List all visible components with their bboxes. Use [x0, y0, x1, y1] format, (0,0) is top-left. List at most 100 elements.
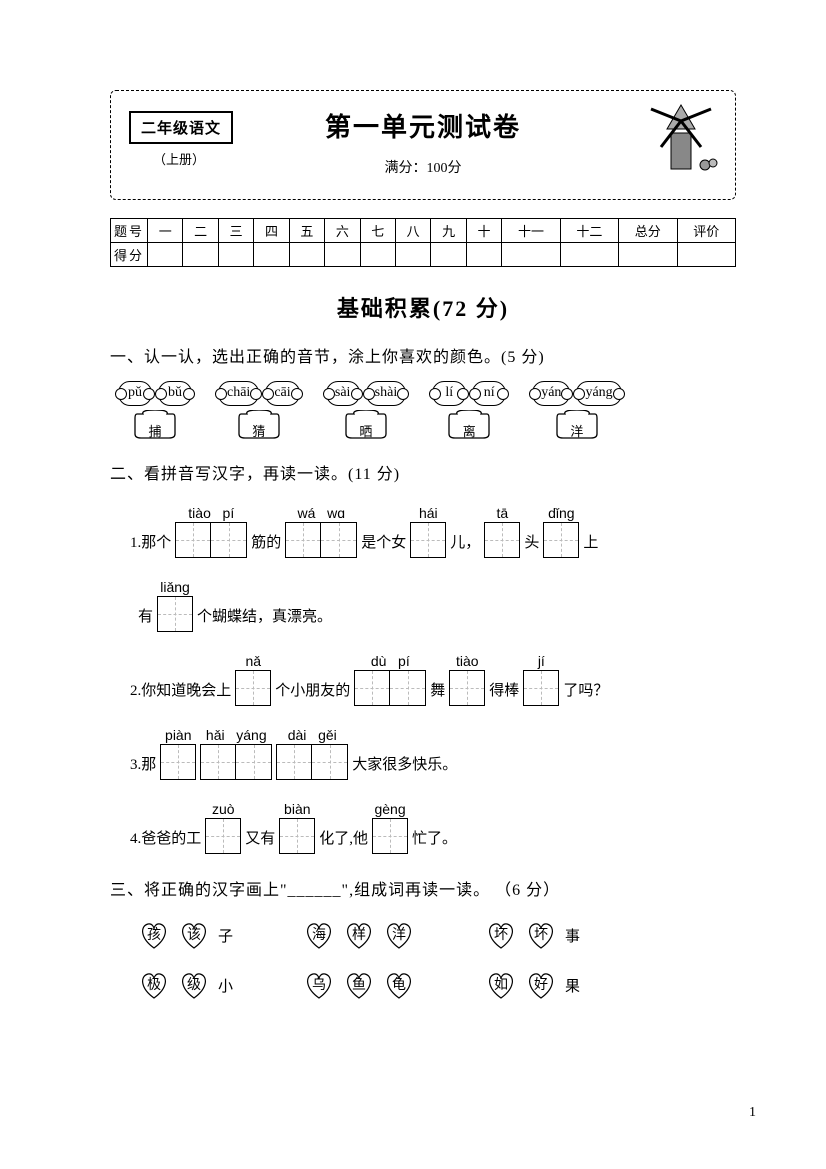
line-text: 1.那个: [110, 531, 171, 558]
char-jar-icon: 捕: [133, 410, 177, 440]
char-box: piàn: [160, 726, 196, 780]
pinyin-label: gèng: [374, 800, 405, 818]
table-row: 题号 一 二 三 四 五 六 七 八 九 十 十一 十二 总分 评价: [111, 219, 736, 243]
q1-group: líní离: [432, 381, 506, 440]
tian-box: [175, 522, 211, 558]
heart-option: 极: [138, 970, 170, 1000]
pinyin-label: tā: [496, 504, 508, 522]
heart-option: 乌: [303, 970, 335, 1000]
windmill-icon: [641, 99, 721, 179]
q3-group: 海样洋: [303, 920, 415, 950]
q2-line: 4.爸爸的工zuò又有biàn化了,他gèng忙了。: [110, 800, 736, 854]
col-head: 五: [289, 219, 324, 243]
line-text: 了吗？: [563, 679, 608, 706]
q2-head: 二、看拼音写汉字，再读一读。(11 分): [110, 460, 736, 484]
tian-box: [449, 670, 485, 706]
char-box: dǐng: [543, 504, 579, 558]
heart-option: 样: [343, 920, 375, 950]
q3-group: 如好果: [485, 970, 580, 1000]
q2-line: 3.那piànhǎi yángdài gěi大家很多快乐。: [110, 726, 736, 780]
col-head: 九: [431, 219, 466, 243]
line-text: 2.你知道晚会上: [110, 679, 231, 706]
col-head: 七: [360, 219, 395, 243]
line-text: 头: [524, 531, 539, 558]
heart-option: 龟: [383, 970, 415, 1000]
score-table: 题号 一 二 三 四 五 六 七 八 九 十 十一 十二 总分 评价 得分: [110, 218, 736, 267]
pinyin-cloud: cāi: [265, 381, 299, 406]
q1-group: pǔbǔ捕: [118, 381, 192, 440]
pinyin-cloud: sài: [326, 381, 360, 406]
q3-head: 三、将正确的汉字画上"______",组成词再读一读。 （6 分）: [110, 876, 736, 900]
char-jar-icon: 晒: [344, 410, 388, 440]
line-text: 儿，: [450, 531, 480, 558]
tian-box: [484, 522, 520, 558]
q1-group: chāicāi猜: [218, 381, 300, 440]
col-head: 二: [183, 219, 218, 243]
col-head: 十一: [502, 219, 560, 243]
table-row: 得分: [111, 243, 736, 267]
line-text: 忙了。: [412, 827, 457, 854]
tian-box: [235, 670, 271, 706]
pinyin-cloud: chāi: [218, 381, 259, 406]
tian-box: [160, 744, 196, 780]
col-head: 八: [395, 219, 430, 243]
tail-char: 事: [565, 925, 580, 946]
pinyin-cloud: yán: [532, 381, 570, 406]
col-head: 十: [466, 219, 501, 243]
col-head: 总分: [619, 219, 677, 243]
char-box: dù pí: [354, 652, 426, 706]
q1-group: yányáng洋: [532, 381, 621, 440]
char-box: gèng: [372, 800, 408, 854]
char-box: liǎng: [157, 578, 193, 632]
heart-option: 好: [525, 970, 557, 1000]
char-box: nǎ: [235, 652, 271, 706]
pinyin-cloud: lí: [432, 381, 466, 406]
tail-char: 果: [565, 975, 580, 996]
line-text: 个蝴蝶结，真漂亮。: [197, 605, 332, 632]
heart-option: 海: [303, 920, 335, 950]
tail-char: 小: [218, 975, 233, 996]
pinyin-label: dù pí: [371, 652, 410, 670]
heart-option: 坏: [525, 920, 557, 950]
col-head: 十二: [560, 219, 618, 243]
heart-option: 该: [178, 920, 210, 950]
tian-box: [279, 818, 315, 854]
q1-head: 一、认一认，选出正确的音节，涂上你喜欢的颜色。(5 分): [110, 343, 736, 367]
q3-group: 孩该子: [138, 920, 233, 950]
pinyin-label: nǎ: [245, 652, 261, 670]
line-text: 有: [138, 605, 153, 632]
tian-box: [157, 596, 193, 632]
line-text: 化了,他: [319, 827, 368, 854]
tian-box: [372, 818, 408, 854]
line-text: 4.爸爸的工: [110, 827, 201, 854]
q3-group: 极级小: [138, 970, 233, 1000]
tian-box: [354, 670, 390, 706]
pinyin-label: tiào: [456, 652, 479, 670]
char-box: biàn: [279, 800, 315, 854]
header-box: 二年级语文 （上册） 第一单元测试卷 满分：100分: [110, 90, 736, 200]
q2-line: 有 liǎng 个蝴蝶结，真漂亮。: [110, 578, 736, 632]
char-box: tā: [484, 504, 520, 558]
line-text: 3.那: [110, 753, 156, 780]
char-jar-icon: 离: [447, 410, 491, 440]
heart-option: 坏: [485, 920, 517, 950]
tian-box: [523, 670, 559, 706]
pinyin-label: jí: [538, 652, 545, 670]
col-head: 六: [325, 219, 360, 243]
tian-box: [211, 522, 247, 558]
pinyin-cloud: yáng: [576, 381, 621, 406]
char-box: tiào: [449, 652, 485, 706]
q1-row: pǔbǔ捕chāicāi猜sàishài晒líní离yányáng洋: [110, 381, 736, 440]
tian-box: [205, 818, 241, 854]
line-text: 得棒: [489, 679, 519, 706]
heart-option: 鱼: [343, 970, 375, 1000]
q3: 孩该子海样洋坏坏事极级小乌鱼龟如好果: [110, 920, 736, 1000]
line-text: 个小朋友的: [275, 679, 350, 706]
pinyin-label: piàn: [165, 726, 191, 744]
pinyin-cloud: pǔ: [118, 381, 152, 406]
tian-box: [390, 670, 426, 706]
tian-box: [200, 744, 236, 780]
line-text: 是个女: [361, 531, 406, 558]
pinyin-label: wá wɑ: [298, 504, 345, 522]
pinyin-label: liǎng: [160, 578, 190, 596]
